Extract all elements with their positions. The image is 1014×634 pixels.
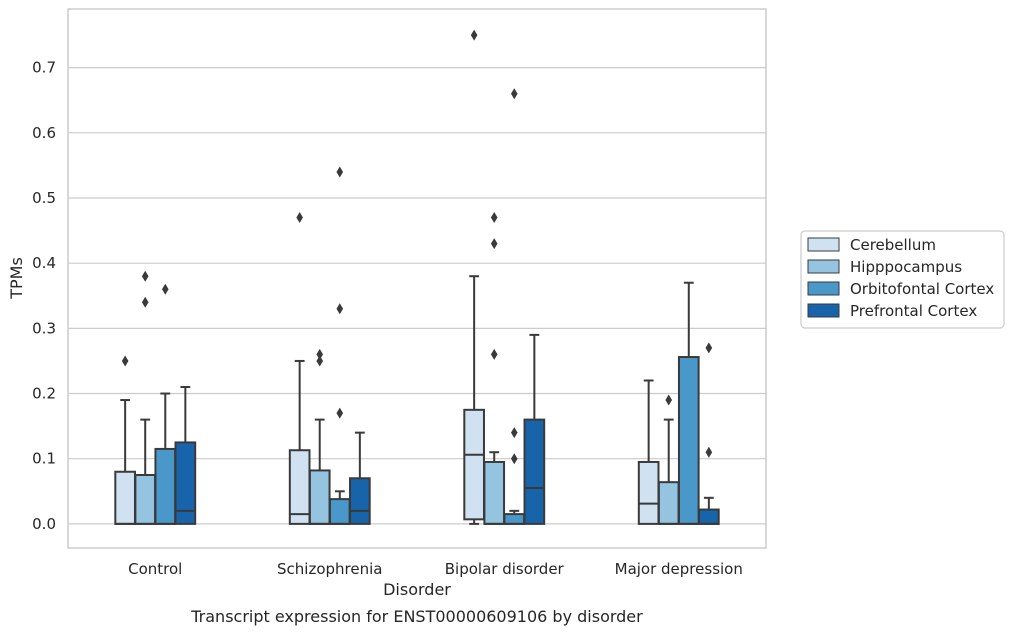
box	[349, 477, 371, 525]
box	[463, 408, 485, 521]
box-group	[698, 342, 720, 525]
box-group	[657, 394, 680, 525]
box	[288, 449, 311, 525]
box-group	[483, 212, 506, 525]
box	[174, 441, 197, 525]
box	[483, 460, 506, 525]
y-axis-label: TPMs	[7, 257, 26, 300]
box-group	[308, 348, 331, 525]
outlier-point	[665, 394, 673, 406]
y-tick-label: 0.7	[32, 59, 56, 77]
x-tick-label: Major depression	[615, 560, 743, 578]
box	[698, 508, 720, 525]
y-tick-label: 0.4	[32, 254, 56, 272]
y-tick-label: 0.6	[32, 124, 56, 142]
outlier-point	[490, 348, 498, 360]
outlier-point	[121, 355, 129, 367]
outlier-point	[296, 212, 303, 224]
box-group	[677, 281, 700, 525]
box	[503, 513, 526, 525]
outlier-point	[336, 303, 344, 315]
box-group	[134, 270, 157, 525]
box	[134, 474, 157, 525]
box-group	[463, 29, 485, 525]
outlier-point	[510, 453, 518, 465]
box-group	[114, 355, 136, 525]
legend-frame	[800, 230, 1005, 329]
legend-label: Orbitofontal Cortex	[850, 280, 994, 298]
legend-label: Hipppocampus	[850, 258, 962, 276]
box-group	[154, 283, 177, 525]
legend: Cerebellum Hipppocampus Orbitofontal Corte…	[800, 230, 1005, 329]
x-tick-label: Bipolar disorder	[445, 560, 565, 578]
outlier-point	[141, 270, 149, 282]
outlier-point	[336, 166, 344, 178]
legend-label: Prefrontal Cortex	[850, 302, 977, 320]
legend-swatch	[807, 303, 840, 318]
x-tick-label: Control	[128, 560, 182, 578]
box-series	[114, 29, 720, 525]
outlier-point	[510, 88, 518, 100]
x-tick-label: Schizophrenia	[277, 560, 382, 578]
y-tick-label: 0.5	[32, 189, 56, 207]
box	[657, 481, 680, 525]
box-group	[503, 88, 526, 525]
y-tick-label: 0.1	[32, 450, 56, 468]
outlier-point	[510, 427, 518, 439]
legend-label: Cerebellum	[850, 236, 936, 254]
outlier-point	[316, 355, 324, 367]
outlier-point	[490, 212, 498, 224]
y-tick-label: 0.3	[32, 319, 56, 337]
legend-swatch	[807, 259, 840, 274]
y-tick-label: 0.0	[32, 515, 56, 533]
box	[637, 460, 660, 525]
outlier-point	[470, 29, 478, 41]
x-axis-label: Disorder	[383, 580, 451, 599]
outlier-point	[161, 283, 169, 295]
outlier-point	[336, 407, 344, 419]
x-tick-labels: Control Schizophrenia Bipolar disorder Majo…	[128, 560, 743, 578]
legend-swatch	[807, 237, 840, 252]
box	[523, 418, 546, 525]
box	[308, 469, 331, 525]
box	[114, 470, 136, 525]
plot-frame	[67, 8, 767, 549]
box	[154, 447, 177, 525]
legend-swatch	[807, 281, 840, 296]
box-group	[349, 431, 371, 525]
box	[677, 356, 700, 525]
y-tick-labels: 0.0 0.1 0.2 0.3 0.4 0.5 0.6 0.7	[32, 59, 56, 533]
outlier-point	[490, 238, 498, 250]
box-group	[288, 212, 311, 525]
outlier-point	[316, 348, 324, 360]
box	[328, 498, 351, 525]
box-group	[523, 333, 546, 525]
box-group	[637, 379, 660, 525]
outlier-point	[705, 446, 713, 458]
outlier-point	[141, 296, 149, 308]
box-group	[174, 386, 197, 525]
outlier-point	[705, 342, 713, 354]
box-group	[328, 166, 351, 525]
chart-caption: Transcript expression for ENST0000060910…	[190, 607, 643, 626]
y-tick-label: 0.2	[32, 385, 56, 403]
